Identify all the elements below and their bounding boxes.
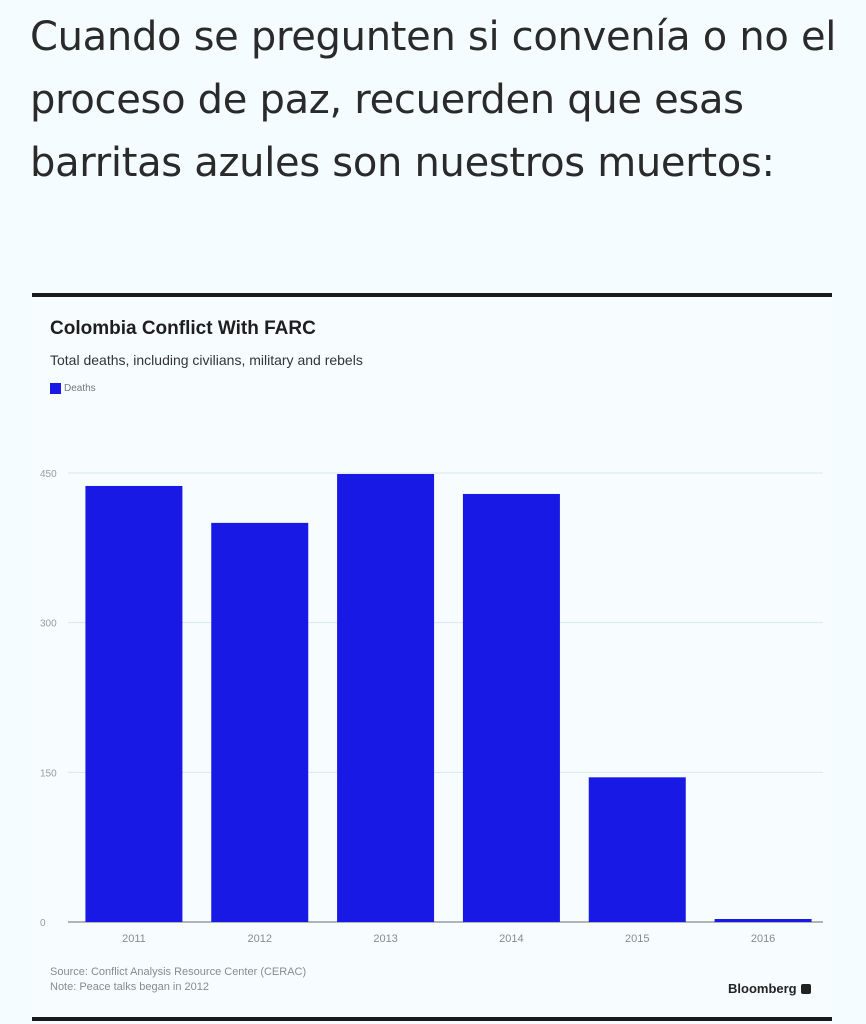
bar (211, 522, 309, 922)
bar (462, 493, 560, 922)
peace-talks-note: Note: Peace talks began in 2012 (50, 981, 210, 993)
x-tick-label: 2016 (751, 933, 775, 945)
y-tick-label: 450 (40, 469, 57, 480)
chart-subtitle: Total deaths, including civilians, milit… (50, 352, 363, 368)
brand-logo: Bloomberg (728, 981, 811, 996)
bar (714, 919, 812, 922)
source-note: Source: Conflict Analysis Resource Cente… (50, 966, 307, 978)
x-tick-label: 2013 (373, 933, 397, 945)
bar (588, 777, 686, 922)
chart-title: Colombia Conflict With FARC (50, 318, 316, 339)
caption-text: Cuando se pregunten si convenía o no el … (30, 14, 837, 186)
y-tick-label: 300 (40, 619, 57, 630)
chart-legend: Deaths (50, 383, 96, 394)
x-tick-label: 2015 (625, 933, 649, 945)
bar (85, 485, 183, 922)
legend-swatch (50, 383, 61, 394)
bar (337, 473, 435, 922)
x-tick-label: 2011 (122, 933, 146, 945)
brand-icon (800, 983, 811, 994)
y-tick-label: 150 (40, 768, 57, 779)
x-tick-label: 2012 (248, 933, 272, 945)
x-tick-label: 2014 (499, 933, 523, 945)
legend-label: Deaths (64, 383, 96, 394)
chart-footer: Source: Conflict Analysis Resource Cente… (50, 965, 306, 995)
brand-name: Bloomberg (728, 981, 797, 996)
y-tick-label: 0 (40, 918, 46, 929)
